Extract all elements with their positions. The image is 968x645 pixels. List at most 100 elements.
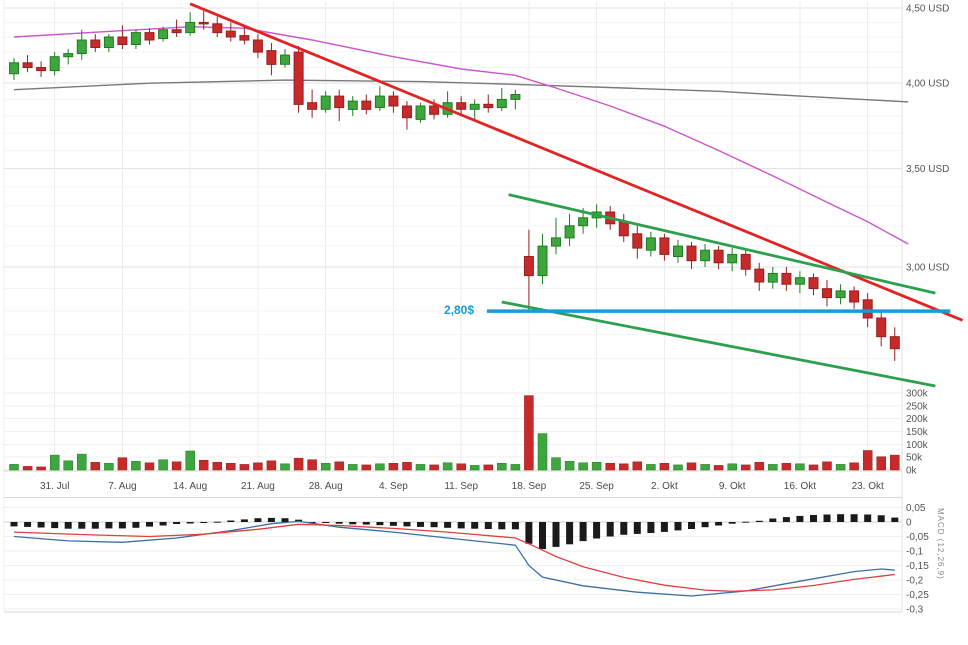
volume-bar (307, 459, 317, 471)
macd-histogram-bar (891, 517, 899, 522)
macd-histogram-bar (322, 522, 330, 523)
candlestick (564, 213, 575, 247)
macd-histogram-bar (376, 522, 384, 526)
support-price-label: 2,80$ (444, 303, 475, 317)
candlestick (632, 225, 643, 259)
macd-histogram-bar (389, 522, 397, 526)
volume-bar (442, 462, 453, 471)
volume-bar (253, 462, 263, 471)
channel-upper-green[interactable] (508, 193, 936, 295)
volume-bar (808, 464, 819, 471)
macd-panel (10, 514, 899, 597)
price-axis-label: 3,50 USD (906, 164, 949, 175)
volume-bar (727, 463, 737, 471)
macd-histogram-bar (254, 518, 262, 522)
macd-histogram-bar (471, 522, 479, 529)
candlestick (63, 49, 74, 65)
volume-bar (198, 459, 209, 471)
candlestick (198, 10, 209, 30)
volume-bar (104, 463, 114, 471)
candlestick (144, 28, 155, 45)
candlestick (293, 46, 304, 113)
date-axis-label: 21. Aug (241, 481, 275, 492)
macd-histogram-bar (349, 522, 357, 525)
volume-bar (9, 464, 19, 471)
macd-axis-label: -0,2 (906, 576, 924, 587)
volume-bar (361, 464, 372, 471)
price-axis-label: 4,50 USD (906, 4, 949, 15)
volume-bar (334, 461, 344, 471)
macd-histogram-bar (606, 522, 614, 537)
candlestick (469, 99, 480, 120)
candlestick (889, 327, 900, 361)
volume-bar (700, 464, 710, 471)
date-axis-label: 23. Okt (852, 481, 884, 492)
volume-bar (646, 464, 656, 471)
macd-histogram-bar (552, 522, 560, 547)
macd-histogram-bar (37, 522, 45, 528)
volume-bar (226, 463, 236, 471)
volume-panel (9, 395, 900, 471)
volume-bar (876, 456, 886, 471)
price-axis-label: 4,00 USD (906, 79, 949, 90)
channel-lower-green[interactable] (501, 300, 936, 388)
macd-signal-line (13, 523, 895, 592)
ma-slow-line[interactable] (13, 79, 909, 103)
volume-bar (266, 460, 277, 471)
date-axis-label: 2. Okt (651, 481, 678, 492)
volume-bar (212, 462, 223, 471)
volume-bar (564, 461, 575, 471)
volume-bar (429, 464, 439, 471)
candlestick (103, 34, 114, 53)
candlestick (334, 89, 345, 122)
macd-histogram-bar (593, 522, 601, 539)
volume-bar (320, 463, 331, 471)
volume-bar (619, 463, 629, 471)
volume-bar (117, 457, 128, 471)
candlestick (225, 22, 236, 42)
trendline-red[interactable] (189, 2, 964, 322)
date-axis-label: 11. Sep (444, 481, 478, 492)
macd-histogram-bar (10, 522, 18, 527)
volume-bar (63, 460, 73, 471)
candlestick (673, 239, 683, 263)
date-axis-label: 7. Aug (108, 481, 136, 492)
volume-bar (632, 461, 643, 471)
macd-histogram-bar (227, 520, 235, 522)
macd-axis-label: 0 (906, 518, 912, 529)
volume-bar (131, 461, 141, 471)
macd-axis-label: -0,3 (906, 605, 924, 616)
macd-histogram-bar (159, 522, 167, 526)
candlestick (876, 311, 887, 347)
candlestick (90, 34, 101, 53)
macd-histogram-bar (335, 522, 343, 524)
volume-bar (171, 461, 182, 471)
volume-bar (524, 395, 534, 471)
candlestick (835, 284, 846, 305)
macd-histogram-bar (525, 522, 533, 544)
volume-bar (293, 457, 304, 471)
candlestick (686, 242, 697, 270)
macd-histogram-bar (742, 521, 750, 523)
volume-axis-label: 300k (906, 389, 929, 400)
macd-axis-label: -0,25 (906, 590, 929, 601)
candlestick (171, 19, 182, 37)
macd-histogram-bar (430, 522, 438, 528)
ma-fast-line[interactable] (13, 25, 909, 245)
volume-bar (483, 464, 494, 471)
volume-bar (388, 463, 399, 471)
candlestick (442, 91, 453, 118)
candlestick (49, 52, 60, 76)
candlestick (266, 43, 277, 76)
macd-histogram-bar (769, 518, 777, 522)
macd-histogram-bar (118, 522, 126, 529)
macd-axis-label: -0,15 (906, 561, 929, 572)
macd-histogram-bar (132, 522, 140, 528)
candlestick (713, 246, 724, 270)
volume-bar (686, 462, 697, 471)
candlestick (727, 248, 738, 272)
macd-histogram-bar (403, 522, 411, 527)
macd-histogram-bar (728, 522, 736, 524)
